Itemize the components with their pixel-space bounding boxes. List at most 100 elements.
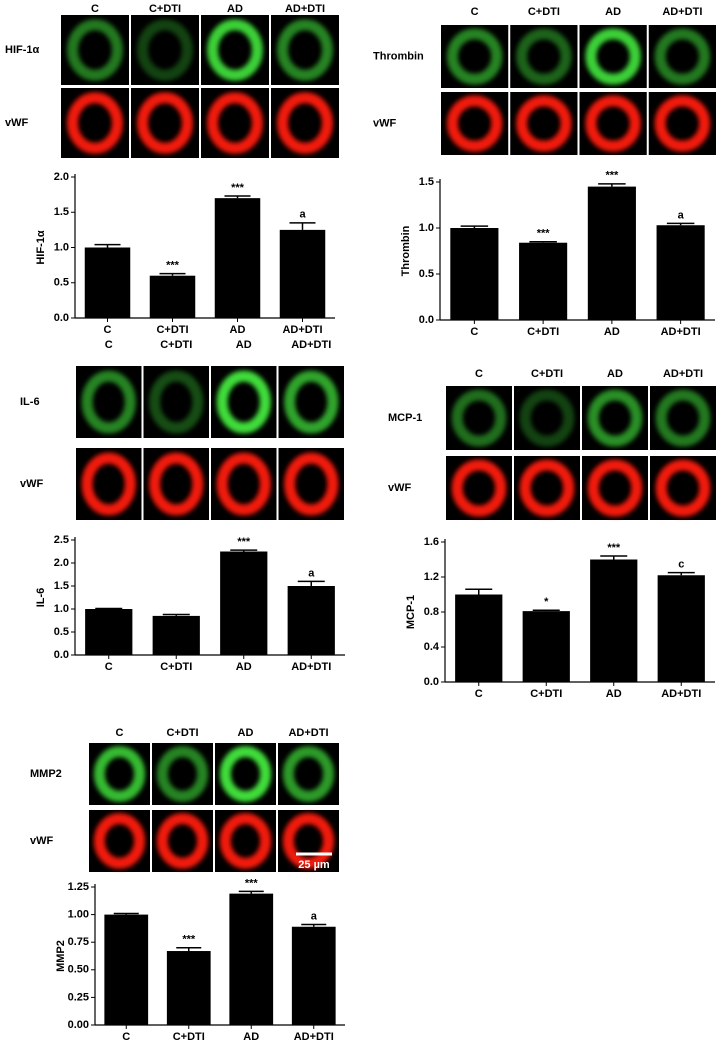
y-tick-label: 2.0	[54, 171, 69, 183]
micrograph-ring	[655, 389, 711, 447]
y-tick-label: 1.5	[54, 206, 69, 218]
image-column-label: AD	[605, 6, 621, 18]
micrograph-ring	[93, 813, 146, 869]
micrograph-ring	[585, 95, 641, 152]
bar	[450, 228, 499, 320]
x-tick-label: AD+DTI	[661, 688, 701, 700]
bar	[455, 594, 503, 682]
significance-label: ***	[182, 934, 196, 946]
significance-label: *	[544, 596, 549, 608]
x-tick-label: C	[475, 688, 483, 700]
y-tick-label: 1.0	[419, 222, 434, 234]
micrograph-ring	[654, 28, 711, 85]
bar	[152, 615, 200, 655]
y-tick-label: 0.75	[68, 936, 89, 948]
bar	[519, 242, 568, 320]
x-tick-label: C	[122, 1031, 130, 1042]
micrograph-ring	[446, 95, 503, 152]
scale-bar-label: 25 µm	[298, 859, 330, 871]
micrograph-ring	[282, 746, 335, 802]
y-tick-label: 0.00	[68, 1019, 89, 1031]
image-column-label: C+DTI	[531, 368, 563, 380]
y-tick-label: 0.25	[68, 991, 89, 1003]
micrograph-ring	[519, 459, 575, 517]
y-tick-label: 1.00	[68, 909, 89, 921]
image-column-label: C	[91, 3, 99, 15]
image-column-label: AD+DTI	[663, 368, 703, 380]
image-column-label: AD+DTI	[662, 6, 702, 18]
micrograph-ring	[655, 459, 711, 517]
significance-label: ***	[245, 877, 259, 889]
bar	[291, 926, 336, 1025]
image-row-label: vWF	[20, 478, 44, 490]
image-column-label: AD	[236, 339, 252, 351]
micrograph-ring	[137, 92, 193, 154]
bar	[287, 586, 335, 655]
bar	[590, 559, 638, 682]
significance-label: ***	[166, 259, 180, 271]
y-axis-label: HIF-1α	[35, 230, 47, 265]
y-tick-label: 0.0	[419, 314, 434, 326]
micrograph-ring	[219, 746, 272, 802]
micrograph-ring	[93, 746, 146, 802]
x-tick-label: AD+DTI	[661, 326, 701, 338]
y-tick-label: 0.0	[424, 676, 439, 688]
image-column-label: C+DTI	[528, 6, 560, 18]
micrograph-ring	[137, 19, 193, 81]
micrograph-ring	[277, 19, 333, 81]
x-tick-label: C	[104, 324, 112, 336]
micrograph-ring	[585, 28, 641, 85]
micrograph-ring	[451, 389, 507, 447]
y-axis-label: Thrombin	[400, 225, 412, 276]
micrograph-ring	[451, 459, 507, 517]
y-tick-label: 1.0	[54, 603, 69, 615]
x-tick-label: AD+DTI	[291, 661, 331, 673]
bar	[229, 893, 274, 1025]
bar	[587, 186, 636, 320]
x-tick-label: C+DTI	[160, 661, 192, 673]
micrograph-ring	[67, 19, 123, 81]
y-tick-label: 2.0	[54, 557, 69, 569]
micrograph-ring	[284, 370, 339, 434]
y-tick-label: 1.2	[424, 571, 439, 583]
y-axis-label: MCP-1	[405, 595, 417, 629]
significance-label: ***	[237, 536, 251, 548]
image-row-label: HIF-1α	[5, 44, 40, 56]
bar	[85, 609, 133, 655]
micrograph-ring	[216, 370, 271, 434]
significance-label: c	[678, 559, 684, 571]
bar	[84, 247, 131, 318]
image-row-label: vWF	[5, 117, 29, 129]
image-column-label: AD	[238, 727, 254, 739]
significance-label: ***	[607, 542, 621, 554]
x-tick-label: C+DTI	[527, 326, 559, 338]
y-axis-label: IL-6	[35, 588, 47, 608]
y-tick-label: 1.25	[68, 881, 89, 893]
significance-label: ***	[537, 228, 551, 240]
image-column-label: AD+DTI	[291, 339, 331, 351]
micrograph-ring	[284, 452, 339, 516]
y-tick-label: 2.5	[54, 534, 69, 546]
significance-label: ***	[605, 170, 619, 182]
bar	[279, 229, 326, 318]
micrograph-ring	[516, 28, 572, 85]
micrograph-ring	[519, 389, 575, 447]
x-tick-label: AD	[604, 326, 620, 338]
image-column-label: C	[116, 727, 124, 739]
micrograph-ring	[156, 813, 209, 869]
image-column-label: C+DTI	[166, 727, 198, 739]
y-tick-label: 0.5	[54, 277, 69, 289]
micrograph-ring	[216, 452, 271, 516]
y-tick-label: 0.8	[424, 606, 439, 618]
x-tick-label: C+DTI	[530, 688, 562, 700]
x-tick-label: C+DTI	[156, 324, 188, 336]
y-tick-label: 1.0	[54, 241, 69, 253]
image-column-label: C+DTI	[160, 339, 192, 351]
image-column-label: C	[471, 6, 479, 18]
micrograph-ring	[67, 92, 123, 154]
bar	[104, 914, 149, 1025]
x-tick-label: C	[105, 661, 113, 673]
y-tick-label: 0.5	[54, 626, 69, 638]
image-column-label: AD+DTI	[288, 727, 328, 739]
